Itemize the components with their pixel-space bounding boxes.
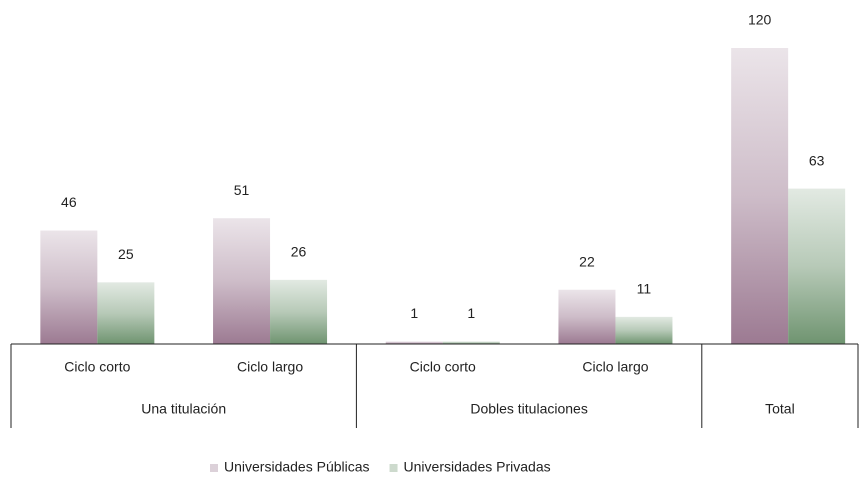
value-label: 25 bbox=[118, 246, 134, 262]
bar bbox=[213, 218, 271, 344]
bar bbox=[385, 341, 443, 344]
bar bbox=[615, 316, 673, 344]
value-label: 120 bbox=[748, 12, 772, 28]
legend-label: Universidades Privadas bbox=[404, 459, 551, 475]
value-label: 46 bbox=[61, 194, 77, 210]
bar bbox=[731, 48, 789, 344]
group-label: Una titulación bbox=[141, 401, 226, 417]
bar bbox=[97, 282, 155, 344]
value-label: 51 bbox=[234, 182, 250, 198]
category-label: Ciclo corto bbox=[64, 359, 130, 375]
bar bbox=[558, 289, 616, 344]
legend-label: Universidades Públicas bbox=[224, 459, 370, 475]
bar bbox=[40, 230, 98, 344]
bar bbox=[442, 341, 500, 344]
category-label: Ciclo corto bbox=[410, 359, 476, 375]
bar bbox=[270, 279, 328, 344]
category-label: Ciclo largo bbox=[237, 359, 303, 375]
bar bbox=[788, 188, 846, 344]
legend-marker bbox=[389, 464, 398, 472]
value-label: 63 bbox=[809, 152, 825, 168]
group-label: Dobles titulaciones bbox=[470, 401, 588, 417]
value-label: 22 bbox=[579, 253, 595, 269]
legend-marker bbox=[210, 464, 218, 472]
value-label: 26 bbox=[291, 244, 307, 260]
category-label: Ciclo largo bbox=[582, 359, 648, 375]
group-label: Total bbox=[765, 401, 795, 417]
value-label: 11 bbox=[637, 281, 652, 297]
value-label: 1 bbox=[410, 305, 418, 321]
value-label: 1 bbox=[467, 305, 475, 321]
